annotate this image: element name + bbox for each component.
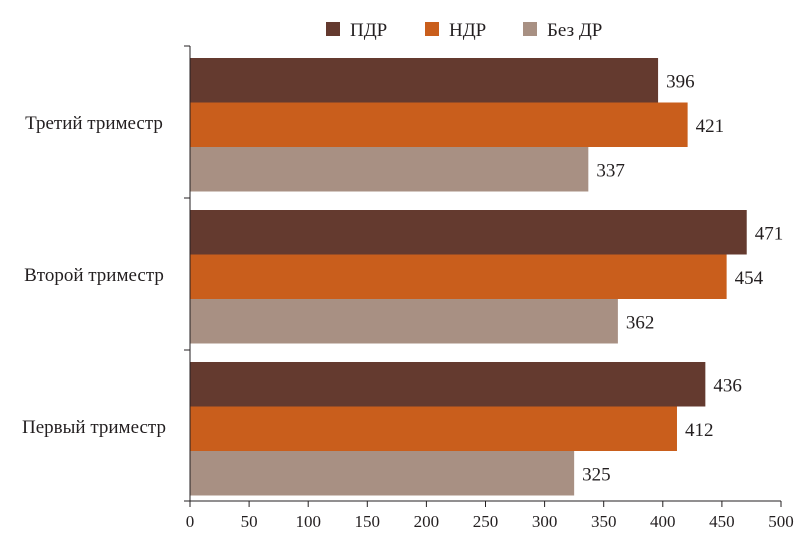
x-tick-label-150: 150 xyxy=(355,512,381,531)
x-tick-label-250: 250 xyxy=(473,512,499,531)
category-label-1: Второй триместр xyxy=(24,265,164,286)
category-label-0: Третий триместр xyxy=(25,113,163,134)
data-label-bez-dr-0: 337 xyxy=(596,160,625,181)
data-label-ndr-0: 421 xyxy=(696,116,725,137)
bar-pdr-1 xyxy=(190,210,747,255)
x-tick-label-300: 300 xyxy=(532,512,558,531)
bar-ndr-0 xyxy=(190,102,688,147)
data-label-pdr-1: 471 xyxy=(755,223,784,244)
data-label-ndr-1: 454 xyxy=(735,268,764,289)
legend-swatch-ndr xyxy=(425,22,439,36)
category-label-2: Первый триместр xyxy=(22,417,166,438)
bar-bez-dr-1 xyxy=(190,299,618,344)
x-tick-label-400: 400 xyxy=(650,512,676,531)
bar-bez-dr-2 xyxy=(190,451,575,496)
x-tick-label-350: 350 xyxy=(591,512,617,531)
bars: 396 421 337 471 454 362 436 412 325 xyxy=(190,58,783,496)
x-tick-label-500: 500 xyxy=(768,512,794,531)
data-label-pdr-0: 396 xyxy=(666,71,695,92)
legend-swatch-pdr xyxy=(326,22,340,36)
legend-label-pdr: ПДР xyxy=(350,20,387,41)
x-tick-label-0: 0 xyxy=(186,512,195,531)
x-tick-label-100: 100 xyxy=(295,512,321,531)
axes: Третий триместр Второй триместр Первый три… xyxy=(22,45,794,531)
x-tick-label-200: 200 xyxy=(414,512,440,531)
legend-label-ndr: НДР xyxy=(449,20,486,41)
data-label-ndr-2: 412 xyxy=(685,420,714,441)
x-tick-label-450: 450 xyxy=(709,512,735,531)
legend-swatch-bez-dr xyxy=(523,22,537,36)
bar-pdr-2 xyxy=(190,362,706,407)
bar-ndr-1 xyxy=(190,254,727,299)
data-label-bez-dr-1: 362 xyxy=(626,312,655,333)
bar-ndr-2 xyxy=(190,406,677,451)
data-label-pdr-2: 436 xyxy=(713,375,742,396)
bar-bez-dr-0 xyxy=(190,147,589,192)
legend: ПДР НДР Без ДР xyxy=(326,20,602,41)
x-tick-label-50: 50 xyxy=(241,512,258,531)
data-label-bez-dr-2: 325 xyxy=(582,464,611,485)
legend-label-bez-dr: Без ДР xyxy=(547,20,602,41)
bar-pdr-0 xyxy=(190,58,659,103)
